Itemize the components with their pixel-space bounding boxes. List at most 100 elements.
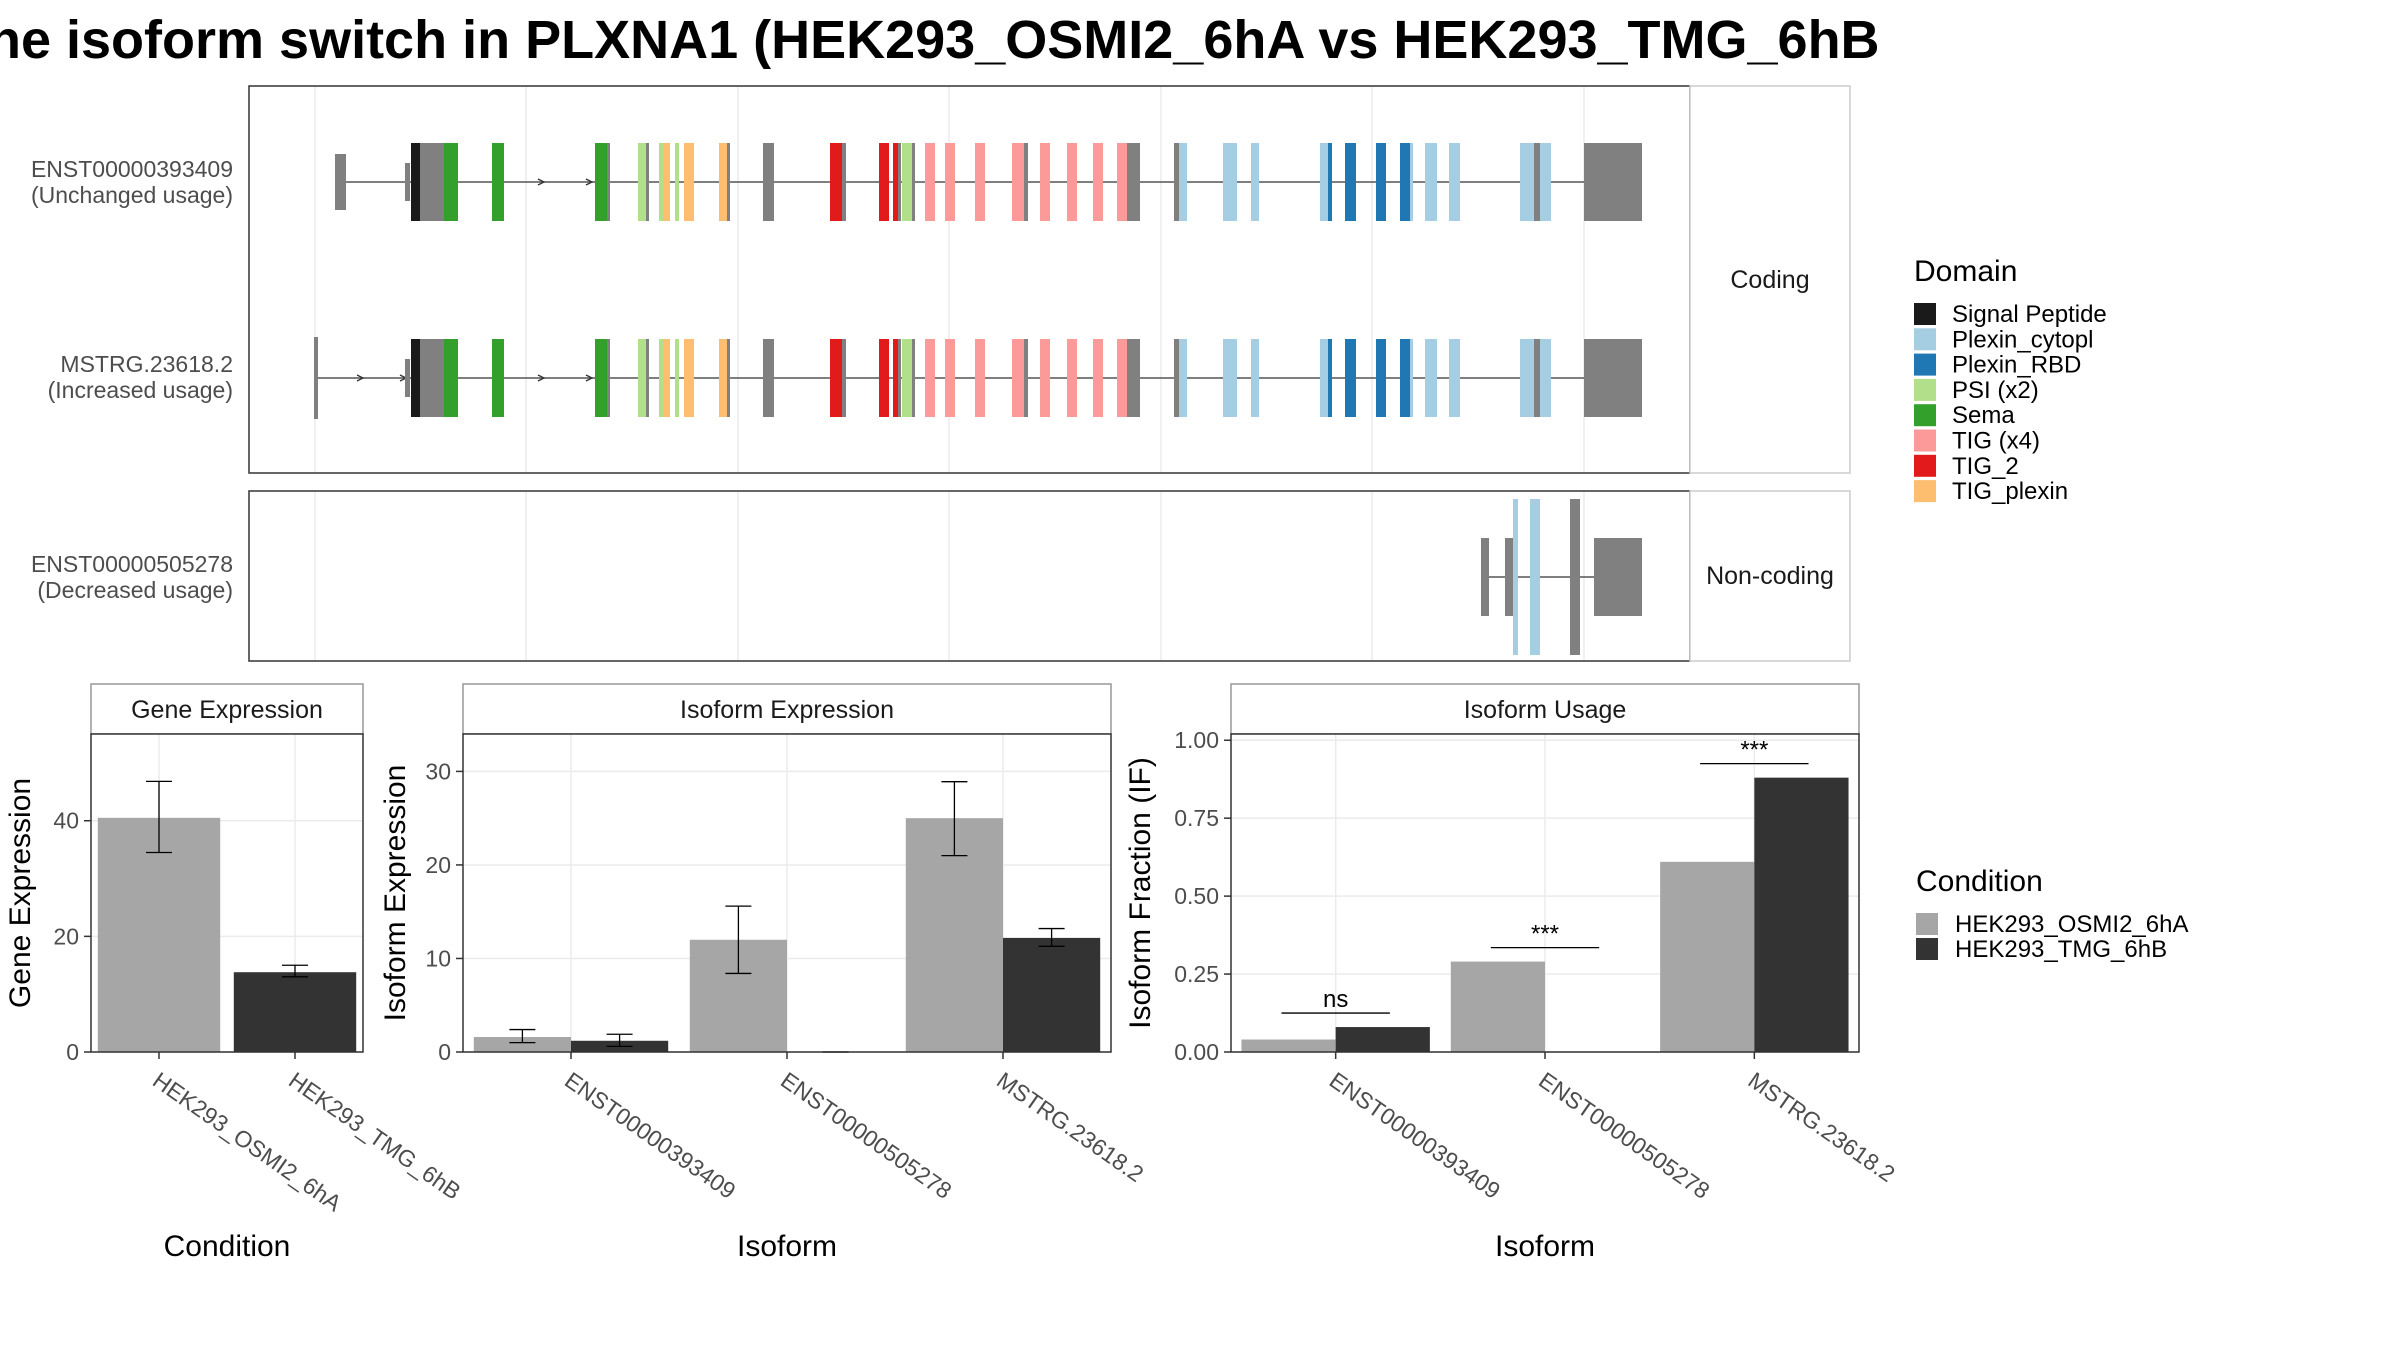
bar [1241, 1039, 1336, 1052]
isoform-2-utr-exon [405, 359, 410, 397]
domain-legend-label: Plexin_cytopl [1952, 326, 2093, 353]
main-title: he isoform switch in PLXNA1 (HEK293_OSMI… [0, 10, 1880, 70]
x-tick-label: MSTRG.23618.2 [1743, 1067, 1899, 1187]
bar [1335, 1027, 1430, 1052]
isoform-2-exon [1223, 339, 1237, 417]
isoform-label-3-id: ENST00000505278 [31, 551, 233, 577]
isoform-1-strand-arrow [585, 178, 594, 186]
isoform-1-exon [879, 143, 889, 221]
isoform-1-exon [595, 143, 607, 221]
isoform-label-1-usage: (Unchanged usage) [31, 182, 233, 208]
coding-strip [1689, 85, 1851, 474]
plot-border [90, 733, 364, 1053]
isoform-1-exon [842, 143, 846, 221]
y-tick-label: 0.25 [1174, 961, 1219, 987]
isoform-2-exon [902, 339, 912, 417]
domain-legend-label: TIG_2 [1952, 453, 2019, 480]
isoform-2-exon [659, 339, 664, 417]
isoform-1-exon [975, 143, 985, 221]
domain-legend-title: Domain [1914, 255, 2017, 288]
condition-legend-title: Condition [1916, 865, 2043, 898]
coding-panel [248, 85, 1691, 474]
isoform-label-2-usage: (Increased usage) [48, 377, 233, 403]
x-tick-label: ENST00000393409 [560, 1067, 740, 1204]
isoform-2-strand-arrow [537, 374, 546, 382]
isoform-2-exon [1012, 339, 1024, 417]
x-tick-label: ENST00000505278 [776, 1067, 956, 1204]
noncoding-strip [1689, 490, 1851, 662]
isoform-2-exon [945, 339, 955, 417]
bar [1450, 961, 1545, 1052]
x-tick-label: ENST00000393409 [1325, 1067, 1505, 1204]
domain-legend-label: Signal Peptide [1952, 301, 2107, 328]
isoform-2-utr-exon [314, 337, 318, 419]
isoform-1-exon [1179, 143, 1187, 221]
isoform-2-exon [830, 339, 842, 417]
isoform-2-exon [893, 339, 898, 417]
isoform-1-exon [1425, 143, 1437, 221]
isoform-1-utr-exon [405, 163, 410, 201]
isoform-1-exon [1067, 143, 1077, 221]
isoform-2-exon [1251, 339, 1259, 417]
noncoding-strip-label: Non-coding [1706, 562, 1834, 590]
condition-legend-label: HEK293_OSMI2_6hA [1955, 911, 2188, 938]
domain-legend-label: Plexin_RBD [1952, 352, 2081, 379]
isoform-1-exon [719, 143, 727, 221]
y-axis-title: Isoform Fraction (IF) [1124, 757, 1157, 1029]
x-tick-label: MSTRG.23618.2 [992, 1067, 1148, 1187]
isoform-1-strand-arrow [537, 178, 546, 186]
isoform-label-3-usage: (Decreased usage) [37, 577, 233, 603]
isoform-2-exon [411, 339, 420, 417]
isoform-1-exon [1320, 143, 1328, 221]
condition-legend-key [1916, 938, 1938, 960]
isoform-2-exon [1320, 339, 1328, 417]
isoform-1-exon [1376, 143, 1386, 221]
isoform-2-exon [684, 339, 694, 417]
isoform-1-exon [411, 143, 420, 221]
x-axis-title: Isoform [1495, 1230, 1595, 1263]
chart-title: Gene Expression [131, 696, 323, 724]
significance-label: *** [1740, 737, 1768, 764]
y-tick-label: 0 [66, 1039, 79, 1065]
isoform-1-exon [1520, 143, 1534, 221]
y-tick-label: 30 [425, 758, 451, 784]
isoform-1-exon [1127, 143, 1130, 221]
isoform-2-exon [898, 339, 901, 417]
isoform-2-exon [1400, 339, 1410, 417]
isoform-1-exon [1129, 143, 1140, 221]
isoform-2-exon [842, 339, 846, 417]
isoform-2-exon [1067, 339, 1077, 417]
chart-title: Isoform Expression [680, 696, 894, 724]
isoform-2-exon [1024, 339, 1028, 417]
y-tick-label: 0.00 [1174, 1039, 1219, 1065]
y-tick-label: 20 [53, 923, 79, 949]
coding-tracks [314, 143, 1642, 419]
significance-label: ns [1323, 986, 1348, 1013]
isoform-2-exon [675, 339, 679, 417]
isoform-1-exon [830, 143, 842, 221]
isoform-2-exon [763, 339, 774, 417]
isoform-2-exon [1117, 339, 1127, 417]
bar [1660, 861, 1755, 1052]
isoform-2-exon [428, 339, 444, 417]
condition-legend-key [1916, 913, 1938, 935]
isoform-2-strand-arrow [356, 374, 365, 382]
domain-legend-key [1914, 328, 1936, 351]
isoform-1-exon [898, 143, 901, 221]
isoform-2-exon [607, 339, 610, 417]
y-tick-label: 10 [425, 945, 451, 971]
isoform-2-exon [1425, 339, 1437, 417]
isoform-1-exon [428, 143, 444, 221]
isoform-3-exon [1481, 538, 1489, 616]
isoform-1-exon [893, 143, 898, 221]
isoform-2-exon [638, 339, 646, 417]
isoform-2-exon [925, 339, 935, 417]
isoform-2-exon [1129, 339, 1140, 417]
domain-legend-label: Sema [1952, 402, 2015, 429]
isoform-2-exon [1093, 339, 1103, 417]
y-axis-title: Isoform Expression [379, 765, 412, 1022]
isoform-1-exon [1400, 143, 1410, 221]
isoform-1-utr-exon [335, 154, 346, 210]
isoform-1-exon [1449, 143, 1460, 221]
isoform-2-exon [444, 339, 458, 417]
